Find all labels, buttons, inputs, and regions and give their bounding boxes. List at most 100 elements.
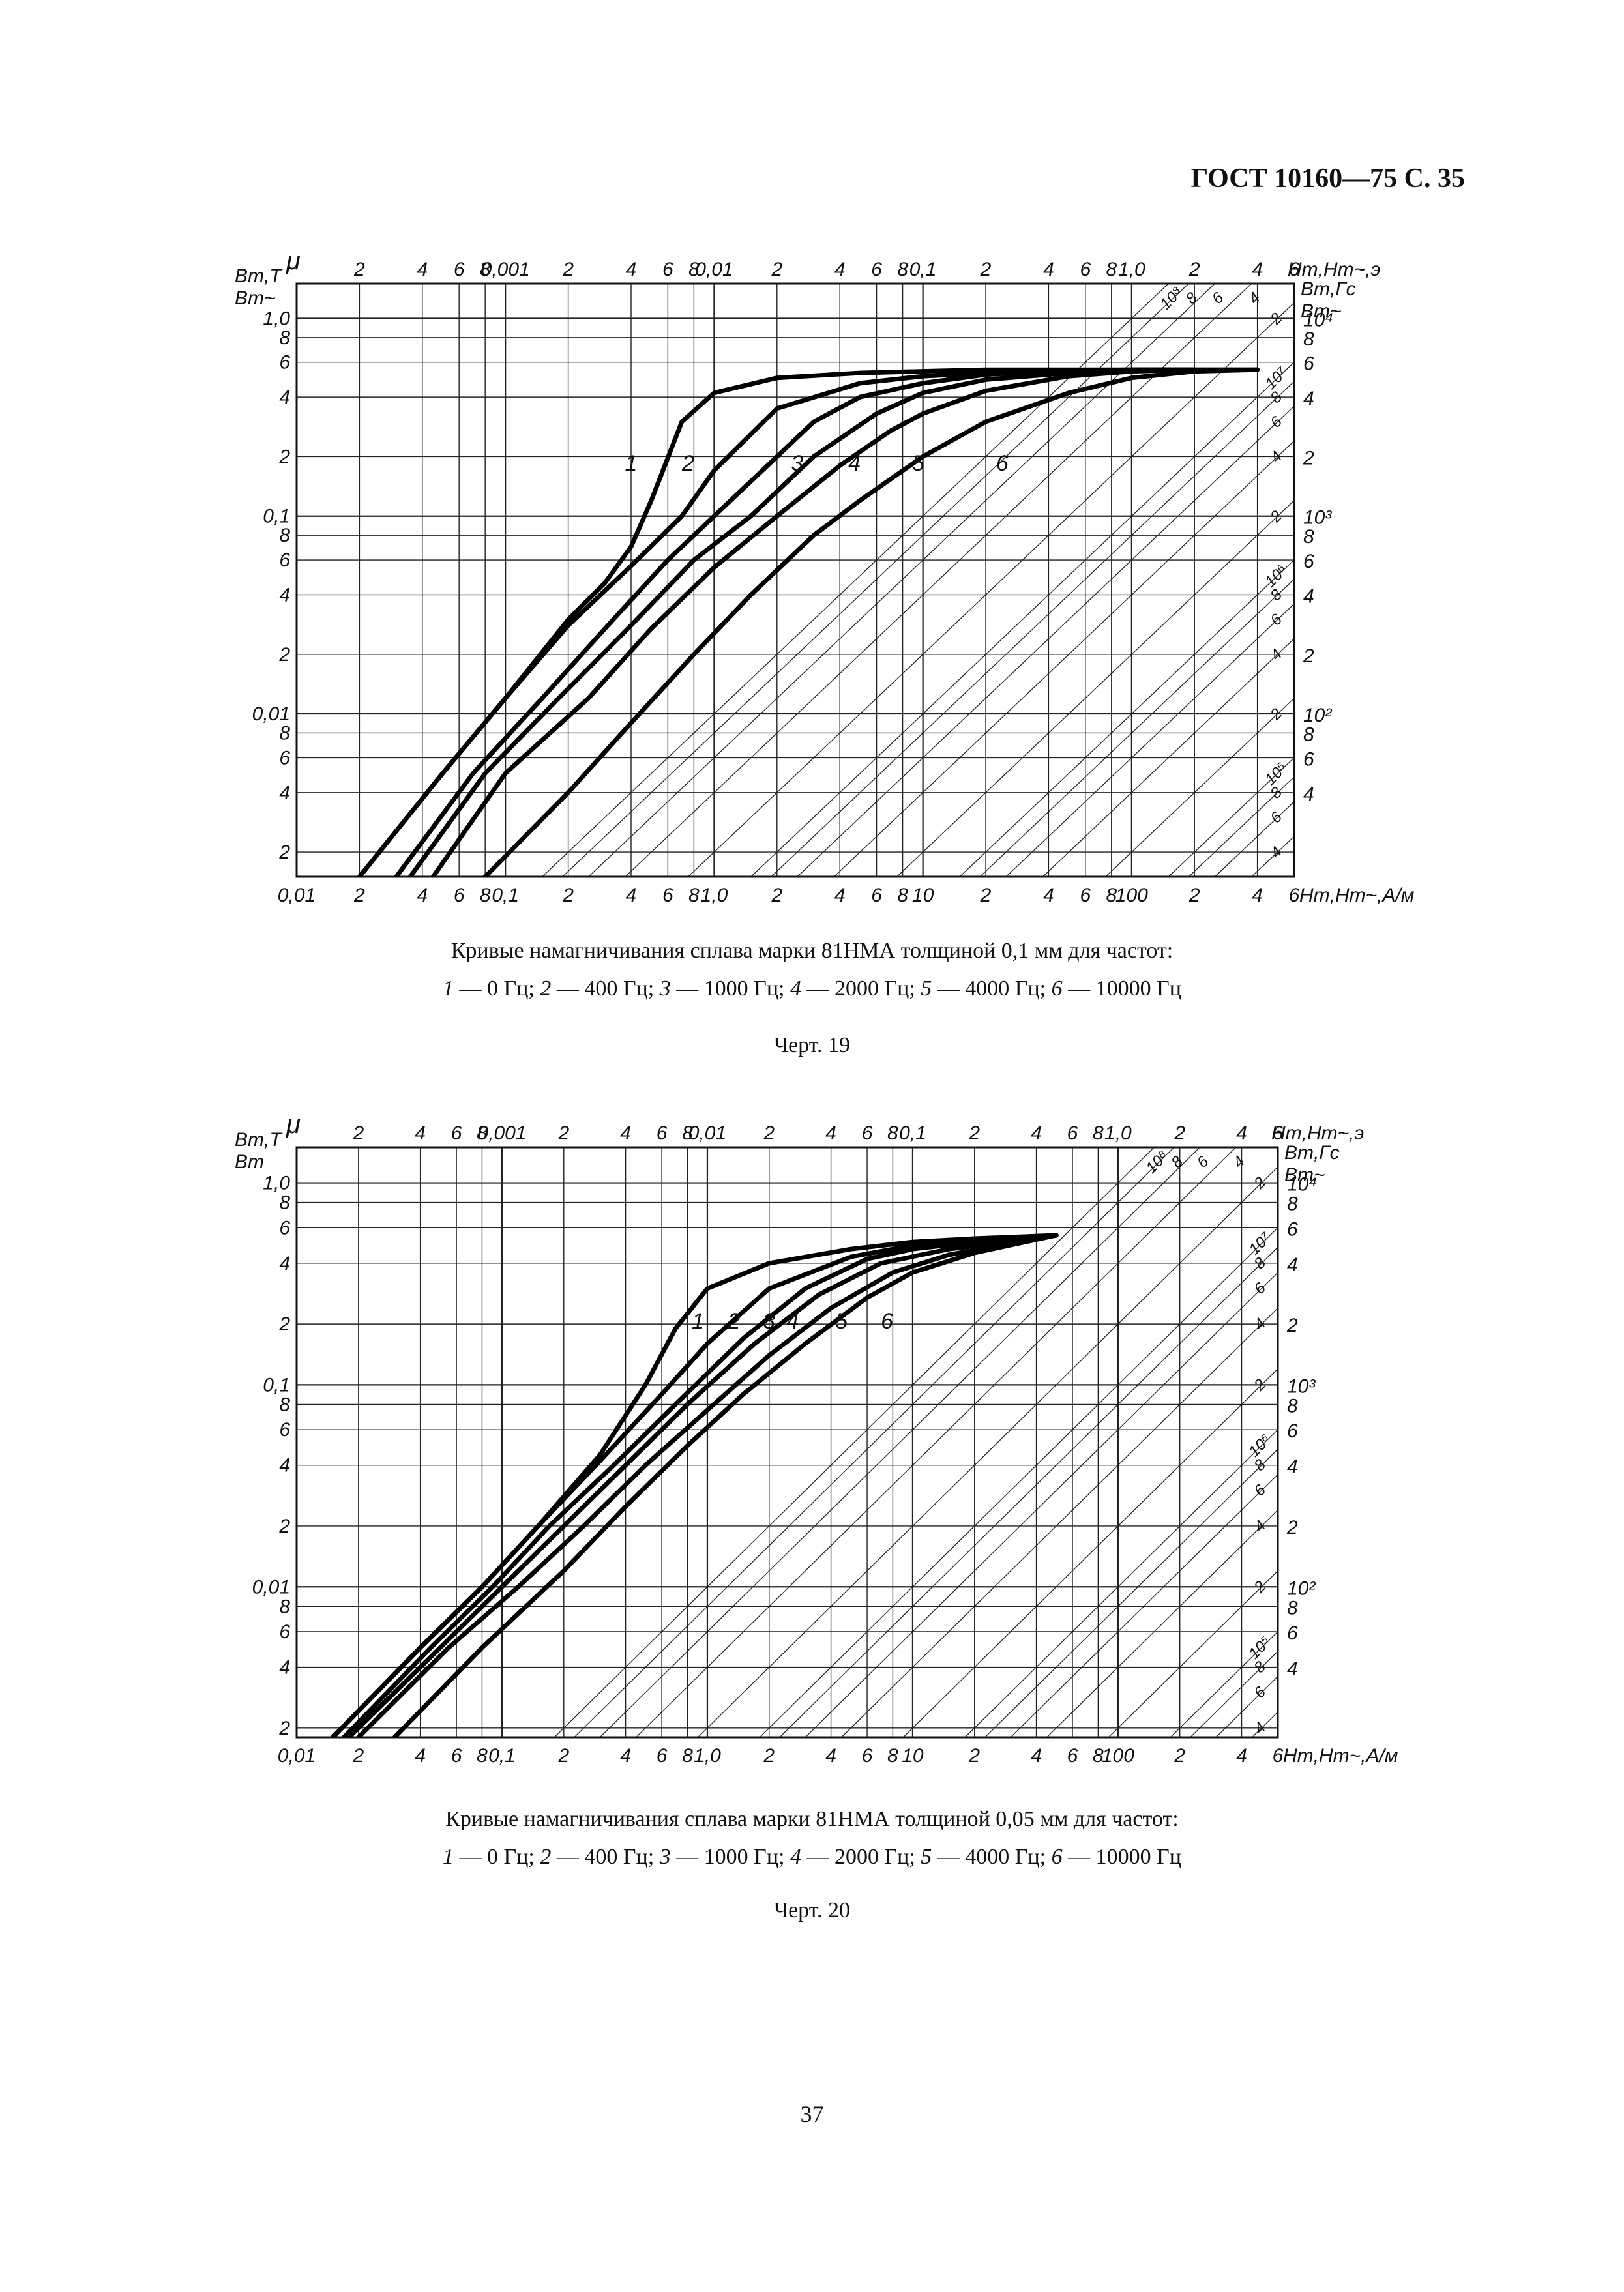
x-tick-label: 0,01: [278, 885, 316, 906]
x-tick-label: 6: [1067, 1745, 1078, 1767]
y-right-tick-label: 10³: [1287, 1375, 1316, 1397]
permeability-line: [625, 284, 1252, 877]
x-tick-label: 2: [968, 1745, 980, 1767]
x-tick-label: 8: [480, 885, 491, 906]
y-right-tick-label: 8: [1287, 1597, 1298, 1619]
curves-group: [331, 1233, 1059, 1737]
caption-legend: 1 — 0 Гц; 2 — 400 Гц; 3 — 1000 Гц; 4 — 2…: [0, 1838, 1624, 1876]
legend-number: 5: [921, 977, 932, 1001]
x-top-tick-label: 1,0: [1118, 259, 1145, 280]
x-tick-label: 6: [1273, 1745, 1284, 1767]
x-tick-label: 10: [902, 1745, 924, 1767]
series-line-2: [331, 1233, 1059, 1737]
x-top-tick-label: 4: [1031, 1123, 1042, 1144]
series-label-5: 5: [835, 1309, 848, 1334]
y-axis-label-right: Bm~: [1284, 1164, 1325, 1186]
y-right-tick-label: 6: [1287, 1420, 1298, 1442]
y-tick-label: 6: [279, 352, 290, 374]
x-top-tick-label: 6: [1273, 1123, 1284, 1144]
x-tick-label: 2: [352, 1745, 364, 1767]
x-top-tick-label: 4: [1043, 259, 1054, 280]
y-tick-label: 4: [279, 1657, 290, 1679]
y-right-tick-label: 6: [1287, 1218, 1298, 1240]
grid-group: [297, 284, 1294, 877]
legend-number: 2: [540, 1845, 552, 1869]
x-top-tick-label: 2: [352, 1123, 364, 1144]
x-top-tick-label: 2: [557, 1123, 569, 1144]
x-tick-label: 6: [454, 885, 465, 906]
x-top-tick-label: 6: [454, 259, 465, 280]
x-tick-label: 4: [626, 885, 637, 906]
x-top-tick-label: 2: [1174, 1123, 1185, 1144]
permeability-line: [1251, 836, 1294, 877]
series-line-5: [430, 367, 1197, 877]
mu-label: 4: [1230, 1153, 1248, 1171]
permeability-line: [979, 578, 1294, 877]
page-number: 37: [800, 2101, 824, 2127]
x-top-tick-label: 4: [825, 1123, 836, 1144]
series-label-4: 4: [848, 451, 861, 476]
y-tick-label: 4: [279, 387, 290, 408]
permeability-line: [1188, 776, 1294, 877]
y-axis-label-right: Bm,Гс: [1284, 1142, 1340, 1164]
y-right-tick-label: 10⁴: [1287, 1174, 1317, 1196]
x-top-tick-label: 8: [1093, 1123, 1104, 1144]
x-top-tick-label: 4: [626, 259, 637, 280]
series-line-4: [346, 1233, 1059, 1737]
x-axis-label: Hm,Hm~,A/м: [1283, 1745, 1398, 1767]
x-top-tick-label: 8: [887, 1123, 898, 1144]
mu-label: 6: [1250, 1481, 1269, 1500]
x-top-tick-label: 2: [562, 259, 574, 280]
series-line-6: [482, 367, 1260, 877]
y-tick-label: 6: [279, 550, 290, 571]
y-tick-label: 1,0: [263, 308, 290, 329]
x-top-tick-label: 8: [688, 259, 700, 280]
mu-label: 6: [1209, 289, 1228, 308]
plot-border: [295, 1146, 1279, 1739]
y-tick-label: 2: [278, 446, 290, 467]
x-top-tick-label: 2: [968, 1123, 980, 1144]
legend-text: — 1000 Гц;: [670, 1845, 790, 1869]
permeability-line: [984, 1448, 1278, 1737]
series-label-2: 2: [728, 1309, 741, 1334]
caption-legend: 1 — 0 Гц; 2 — 400 Гц; 3 — 1000 Гц; 4 — 2…: [0, 970, 1624, 1008]
caption-20: Кривые намагничивания сплава марки 81НМА…: [0, 1800, 1624, 1876]
series-label-4: 4: [786, 1309, 799, 1334]
y-right-tick-label: 4: [1287, 1456, 1298, 1478]
x-tick-label: 4: [834, 885, 846, 906]
x-tick-label: 100: [1115, 885, 1148, 906]
series-label-6: 6: [881, 1309, 893, 1334]
y-tick-label: 0,1: [263, 506, 290, 527]
permeability-line: [636, 1147, 1237, 1737]
permeability-line: [574, 1147, 1175, 1737]
y-right-tick-label: 8: [1287, 1194, 1298, 1215]
x-top-tick-label: 6: [1080, 259, 1091, 280]
x-top-tick-label: 0,001: [481, 259, 530, 280]
y-tick-label: 0,01: [252, 1576, 290, 1598]
series-label-2: 2: [681, 451, 694, 476]
mu-label: 10⁸: [1142, 1147, 1172, 1177]
y-right-tick-label: 10²: [1303, 705, 1332, 726]
permeability-line: [1168, 757, 1294, 877]
series-line-3: [342, 1233, 1059, 1737]
legend-text: — 400 Гц;: [551, 1845, 660, 1869]
legend-text: — 2000 Гц;: [801, 977, 921, 1001]
permeability-line: [833, 440, 1294, 877]
x-tick-label: 8: [688, 885, 700, 906]
x-tick-label: 2: [562, 885, 574, 906]
x-tick-label: 6: [1080, 885, 1091, 906]
series-line-3: [394, 367, 1197, 877]
x-top-tick-label: 0,01: [688, 1123, 726, 1144]
legend-number: 2: [540, 977, 552, 1001]
mu-label: 6: [1194, 1153, 1213, 1171]
y-right-tick-label: 6: [1303, 748, 1314, 770]
x-tick-label: 4: [1043, 885, 1054, 906]
y-tick-label: 8: [279, 525, 290, 546]
y-right-tick-label: 2: [1286, 1517, 1298, 1538]
x-tick-label: 4: [417, 885, 428, 906]
mu-label: 10⁸: [1157, 284, 1186, 313]
series-label-3: 3: [791, 451, 803, 476]
permeability-line: [1215, 1676, 1278, 1737]
permeability-line: [1046, 1509, 1278, 1737]
x-tick-label: 0,1: [492, 885, 519, 906]
